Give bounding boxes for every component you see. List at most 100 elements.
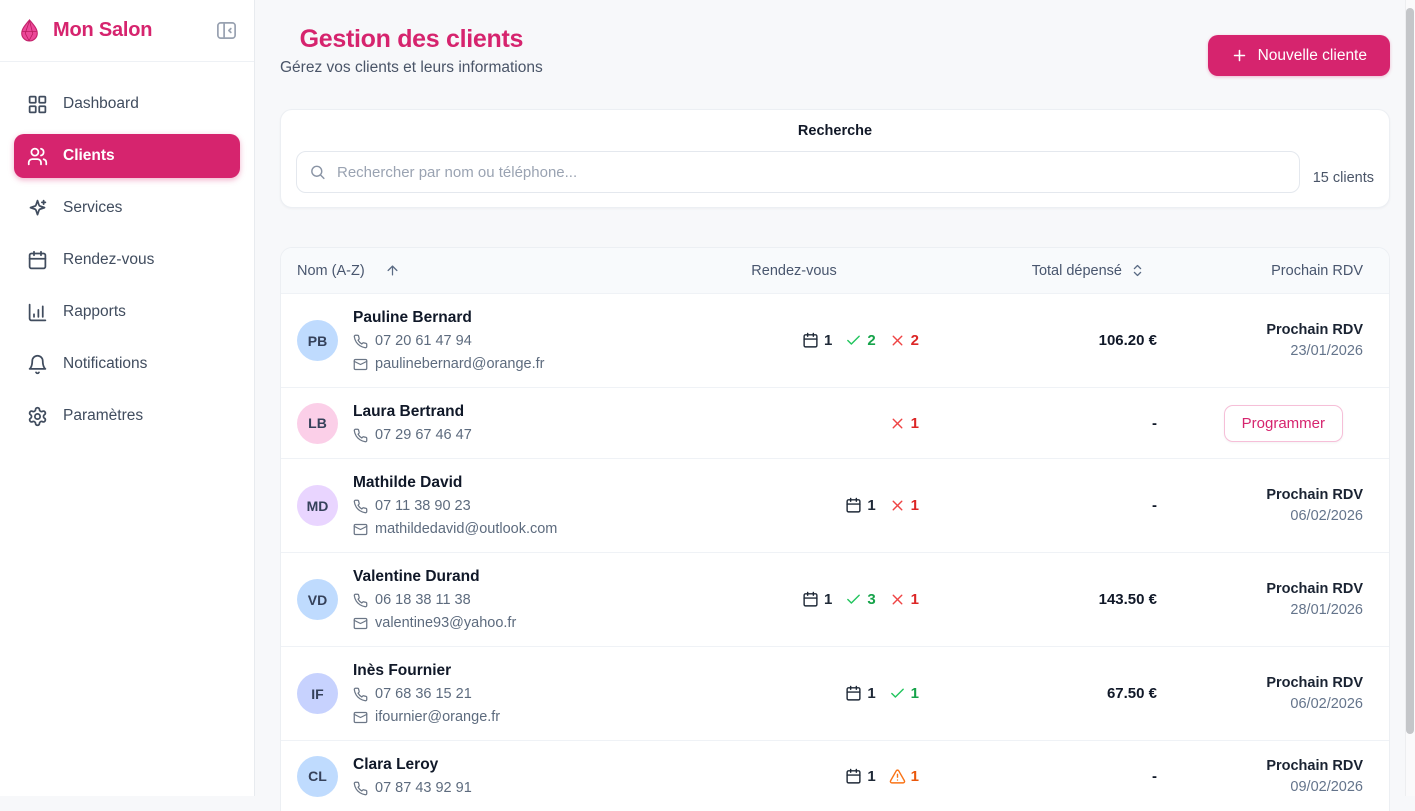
calendar-icon: [803, 332, 818, 348]
client-row[interactable]: PB Pauline Bernard 07 20 61 47 94 paulinebe…: [281, 293, 1389, 387]
rdv-stat-cancelled: 1: [889, 591, 919, 608]
client-count: 15 clients: [1312, 170, 1374, 186]
column-header-rdv: Rendez-vous: [751, 262, 837, 279]
next-rdv-label: Prochain RDV: [1266, 581, 1363, 597]
next-rdv-cell: Prochain RDV 06/02/2026: [1159, 673, 1373, 714]
sidebar-item-clients[interactable]: Clients: [14, 134, 240, 178]
programmer-button[interactable]: Programmer: [1223, 404, 1343, 442]
next-rdv-cell: Prochain RDV 06/02/2026: [1159, 485, 1373, 526]
sidebar-item-notifications[interactable]: Notifications: [14, 342, 240, 386]
scrollbar-thumb[interactable]: [1406, 8, 1414, 734]
mail-icon: [353, 711, 368, 723]
rdv-stat-scheduled: 1: [845, 685, 876, 702]
client-cell: CL Clara Leroy 07 87 43 92 91: [297, 754, 669, 798]
client-name: Valentine Durand: [353, 568, 480, 585]
client-name: Laura Bertrand: [353, 403, 465, 420]
rdv-stat-completed: 2: [845, 332, 876, 349]
page-title: Gestion des clients: [299, 25, 524, 53]
phone-icon: [353, 687, 368, 701]
client-row[interactable]: LB Laura Bertrand 07 29 67 46 47 1 - Programm…: [281, 387, 1389, 458]
table-header-row: Nom (A-Z) Rendez-vous Total dépensé Proc…: [281, 248, 1389, 293]
column-header-total[interactable]: Total dépensé: [919, 263, 1159, 279]
avatar: VD: [297, 579, 338, 620]
client-phone: 07 68 36 15 21: [353, 684, 500, 704]
drop-icon: [16, 17, 43, 44]
total-spent-cell: 143.50 €: [1098, 591, 1157, 608]
sparkles-icon: [29, 199, 47, 215]
page-subtitle: Gérez vos clients et leurs informations: [280, 59, 543, 76]
client-row[interactable]: CL Clara Leroy 07 87 43 92 91 1 1- Prochain R…: [281, 740, 1389, 811]
total-spent-cell: -: [1152, 767, 1157, 785]
check-icon: [847, 594, 861, 604]
phone-icon: [353, 593, 368, 607]
check-icon: [890, 688, 904, 698]
search-input[interactable]: [296, 151, 1300, 193]
calendar-icon: [28, 250, 47, 269]
users-icon: [27, 147, 48, 165]
client-email: ifournier@orange.fr: [353, 707, 500, 727]
x-icon: [892, 594, 903, 605]
client-email: valentine93@yahoo.fr: [353, 613, 516, 633]
bar-chart-icon: [28, 303, 47, 321]
client-email: paulinebernard@orange.fr: [353, 354, 545, 374]
table-body: PB Pauline Bernard 07 20 61 47 94 paulinebe…: [281, 293, 1389, 811]
client-cell: PB Pauline Bernard 07 20 61 47 94 paulinebe…: [297, 307, 669, 374]
sidebar-item-rapports[interactable]: Rapports: [14, 290, 240, 334]
next-rdv-date: 09/02/2026: [1290, 778, 1363, 795]
client-phone: 07 20 61 47 94: [353, 331, 545, 351]
next-rdv-label: Prochain RDV: [1266, 322, 1363, 338]
column-header-name[interactable]: Nom (A-Z): [297, 263, 669, 279]
next-rdv-date: 28/01/2026: [1290, 602, 1363, 618]
search-row: 15 clients: [296, 151, 1374, 193]
gear-icon: [28, 406, 47, 426]
next-rdv-cell: Prochain RDV 28/01/2026: [1159, 579, 1373, 620]
check-icon: [847, 335, 861, 345]
avatar: MD: [297, 485, 338, 526]
rdv-stats-cell: 1: [669, 415, 919, 432]
next-rdv-date: 06/02/2026: [1290, 508, 1363, 524]
search-section-label: Recherche: [797, 123, 873, 139]
avatar: PB: [297, 320, 338, 361]
column-header-next: Prochain RDV: [1271, 262, 1363, 279]
sidebar-item-label: Rendez-vous: [63, 251, 155, 268]
search-icon: [311, 165, 325, 180]
calendar-icon: [846, 497, 861, 513]
client-row[interactable]: MD Mathilde David 07 11 38 90 23 mathildeda…: [281, 458, 1389, 552]
calendar-icon: [846, 685, 861, 701]
next-rdv-label: Prochain RDV: [1266, 675, 1363, 691]
client-cell: MD Mathilde David 07 11 38 90 23 mathildeda…: [297, 472, 669, 539]
rdv-stat-cancelled: 1: [889, 415, 919, 432]
next-rdv-cell: Programmer: [1159, 404, 1373, 442]
next-rdv-cell: Prochain RDV 23/01/2026: [1159, 320, 1373, 361]
bell-icon: [28, 354, 47, 374]
client-row[interactable]: VD Valentine Durand 06 18 38 11 38 valentin…: [281, 552, 1389, 646]
total-spent-cell: -: [1152, 497, 1157, 514]
sidebar-item-label: Clients: [63, 147, 115, 164]
client-name: Inès Fournier: [353, 662, 452, 679]
client-row[interactable]: IF Inès Fournier 07 68 36 15 21 ifournier@o…: [281, 646, 1389, 740]
x-icon: [892, 335, 903, 346]
sidebar-nav: Dashboard Clients Services Rendez-vous Rappo…: [0, 62, 254, 458]
client-phone: 07 29 67 46 47: [353, 425, 472, 445]
rdv-stat-cancelled: 2: [889, 332, 919, 349]
sidebar-item-rendez-vous[interactable]: Rendez-vous: [14, 238, 240, 282]
mail-icon: [353, 617, 368, 629]
sidebar-item-dashboard[interactable]: Dashboard: [14, 82, 240, 126]
avatar: LB: [297, 402, 338, 444]
search-card: Recherche 15 clients: [280, 109, 1390, 208]
avatar: CL: [297, 755, 338, 797]
rdv-stat-cancelled: 1: [889, 497, 919, 514]
new-client-button[interactable]: Nouvelle cliente: [1207, 35, 1390, 76]
client-email: mathildedavid@outlook.com: [353, 519, 557, 539]
mail-icon: [353, 523, 368, 535]
sidebar-collapse-button[interactable]: [215, 19, 238, 42]
sidebar-item-label: Paramètres: [63, 407, 144, 424]
sidebar-header: Mon Salon: [0, 0, 254, 62]
sidebar-item-param-tres[interactable]: Paramètres: [14, 394, 240, 438]
next-rdv-cell: Prochain RDV 09/02/2026: [1159, 756, 1373, 797]
search-input-wrap: [296, 151, 1300, 193]
sidebar-item-services[interactable]: Services: [14, 186, 240, 230]
